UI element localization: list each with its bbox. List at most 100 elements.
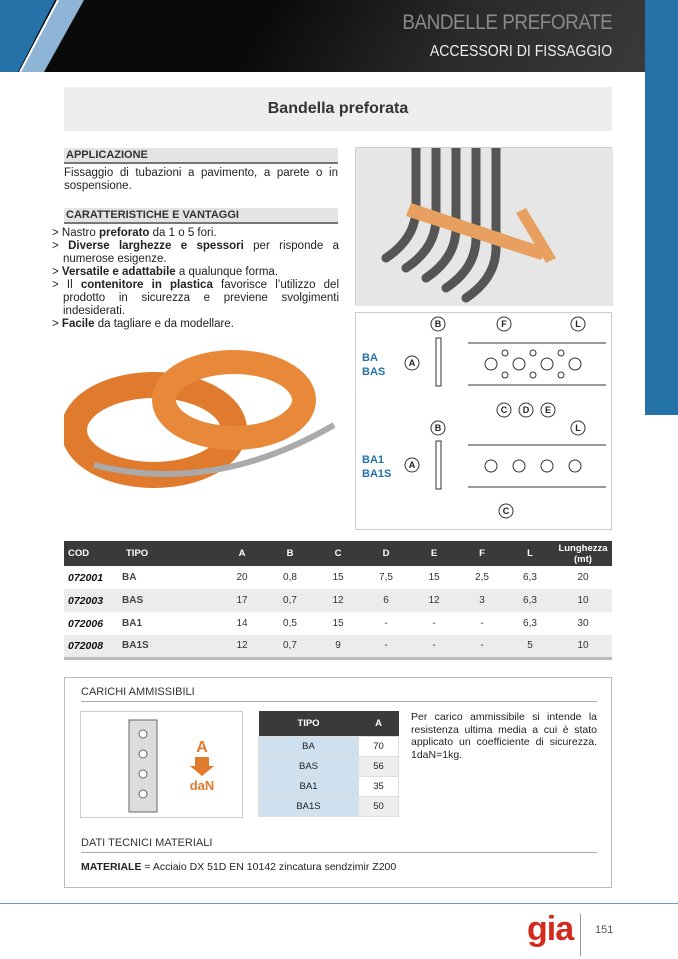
spec-table: COD TIPO A B C D E F L Lunghezza (mt) 072001 BA 20 0… — [64, 541, 612, 660]
footer-divider — [0, 903, 678, 904]
table-cell: 0,7 — [266, 635, 314, 658]
carichi-section: CARICHI AMMISSIBILI A daN TIPO A BA 70 BAS 5… — [64, 677, 612, 888]
table-cell: 15 — [428, 572, 440, 583]
feature-item: > Il contenitore in plastica favorisce l… — [52, 279, 339, 317]
pipes-photo — [355, 143, 613, 306]
column-header: F — [458, 541, 506, 566]
table-cell: 6 — [362, 589, 410, 612]
table-cell: 12 — [410, 589, 458, 612]
footer-separator — [580, 914, 581, 956]
svg-text:C: C — [501, 405, 508, 415]
table-cell: 7,5 — [379, 572, 393, 583]
table-cell: 14 — [236, 618, 248, 629]
diagram-type-ba: BA — [362, 352, 378, 364]
caratteristiche-heading: CARATTERISTICHE E VANTAGGI — [64, 208, 338, 224]
table-cell: BAS — [258, 755, 359, 777]
svg-text:B: B — [435, 423, 442, 433]
arrow-down-icon — [190, 757, 214, 776]
svg-text:A: A — [409, 460, 416, 470]
table-row: BAS 56 — [258, 755, 399, 777]
column-header: TIPO — [122, 541, 218, 566]
table-cell: 10 — [554, 589, 612, 612]
table-cell: 56 — [358, 755, 399, 777]
table-row: BA1 35 — [258, 775, 399, 797]
table-cell: 0,5 — [283, 618, 297, 629]
column-header: E — [410, 541, 458, 566]
dati-heading: DATI TECNICI MATERIALI — [81, 837, 597, 853]
table-cell: 072001 — [68, 571, 104, 584]
table-cell: BAS — [122, 589, 218, 612]
table-cell: 70 — [358, 735, 399, 757]
table-cell: BA1 — [258, 775, 359, 797]
table-cell: 17 — [218, 589, 266, 612]
table-cell: - — [432, 618, 436, 629]
col-tipo: TIPO — [258, 711, 359, 736]
materiale-text: MATERIALE = Acciaio DX 51D EN 10142 zinc… — [81, 861, 397, 873]
table-cell: 35 — [358, 775, 399, 797]
page-title: Bandella preforata — [64, 87, 612, 131]
feature-item: > Facile da tagliare e da modellare. — [52, 318, 234, 330]
gia-logo: gia — [527, 910, 574, 948]
table-cell: 50 — [358, 795, 399, 817]
load-label-a: A — [196, 739, 208, 756]
table-cell: 0,7 — [266, 589, 314, 612]
table-cell: - — [480, 618, 484, 629]
diagram-type-ba1: BA1 — [362, 454, 384, 466]
svg-text:L: L — [575, 319, 581, 329]
table-row: BA 70 — [258, 735, 399, 757]
table-cell: 2,5 — [475, 572, 489, 583]
svg-text:A: A — [409, 358, 416, 368]
table-cell: - — [384, 618, 388, 629]
diagram-type-ba1s: BA1S — [362, 468, 391, 480]
table-cell: 0,8 — [283, 572, 297, 583]
feature-item: > Nastro preforato da 1 o 5 fori. — [52, 227, 217, 239]
table-cell: 6,3 — [506, 589, 554, 612]
table-cell: 15 — [332, 618, 344, 629]
col-a: A — [358, 711, 399, 736]
load-illustration: A daN — [80, 711, 243, 818]
table-cell: 5 — [506, 635, 554, 658]
table-cell: BA1S — [258, 795, 359, 817]
applicazione-section: APPLICAZIONE Fissaggio di tubazioni a pa… — [64, 148, 338, 193]
table-row: 072003 BAS 17 0,7 12 6 12 3 6,3 10 — [64, 589, 612, 612]
table-cell: - — [410, 635, 458, 658]
table-row: 072001 BA 20 0,8 15 7,5 15 2,5 6,3 20 — [64, 566, 612, 589]
table-cell: 12 — [314, 589, 362, 612]
column-header: C — [314, 541, 362, 566]
column-header: COD — [64, 541, 122, 566]
page-number: 151 — [595, 924, 614, 936]
svg-text:D: D — [523, 405, 530, 415]
header-title: BANDELLE PREFORATE — [401, 11, 612, 34]
table-cell: 10 — [554, 635, 612, 658]
caratteristiche-section: CARATTERISTICHE E VANTAGGI > Nastro pref… — [52, 208, 339, 331]
applicazione-heading: APPLICAZIONE — [64, 148, 338, 164]
table-row: 072008 BA1S 12 0,7 9- - -5 10 — [64, 635, 612, 658]
coil-photo — [61, 345, 340, 500]
table-cell: 20 — [577, 572, 589, 583]
table-cell: 20 — [236, 572, 248, 583]
table-cell: 15 — [332, 572, 344, 583]
table-row: 072006 BA1 14 0,5 15 - - - 6,3 30 — [64, 612, 612, 635]
feature-item: > Diverse larghezze e spessori per rispo… — [52, 240, 340, 265]
side-tab — [645, 0, 678, 415]
diagram-type-bas: BAS — [362, 366, 385, 378]
table-cell: 6,3 — [523, 618, 537, 629]
header-subtitle: ACCESSORI DI FISSAGGIO — [429, 43, 612, 60]
table-cell: 3 — [458, 589, 506, 612]
column-header: L — [506, 541, 554, 566]
load-label-dan: daN — [190, 778, 215, 793]
table-cell: - — [362, 635, 410, 658]
svg-text:E: E — [545, 405, 551, 415]
load-table: TIPO A BA 70 BAS 56 BA1 35 BA1S 50 — [258, 711, 399, 817]
table-cell: 9 — [314, 635, 362, 658]
header-decoration — [0, 0, 84, 72]
column-header: D — [362, 541, 410, 566]
table-cell: 072008 — [64, 635, 122, 658]
svg-text:L: L — [575, 423, 581, 433]
table-row: BA1S 50 — [258, 795, 399, 817]
table-cell: 072006 — [68, 617, 104, 630]
column-header: B — [266, 541, 314, 566]
applicazione-text: Fissaggio di tubazioni a pavimento, a pa… — [64, 167, 338, 192]
svg-text:F: F — [501, 319, 507, 329]
svg-text:B: B — [435, 319, 442, 329]
